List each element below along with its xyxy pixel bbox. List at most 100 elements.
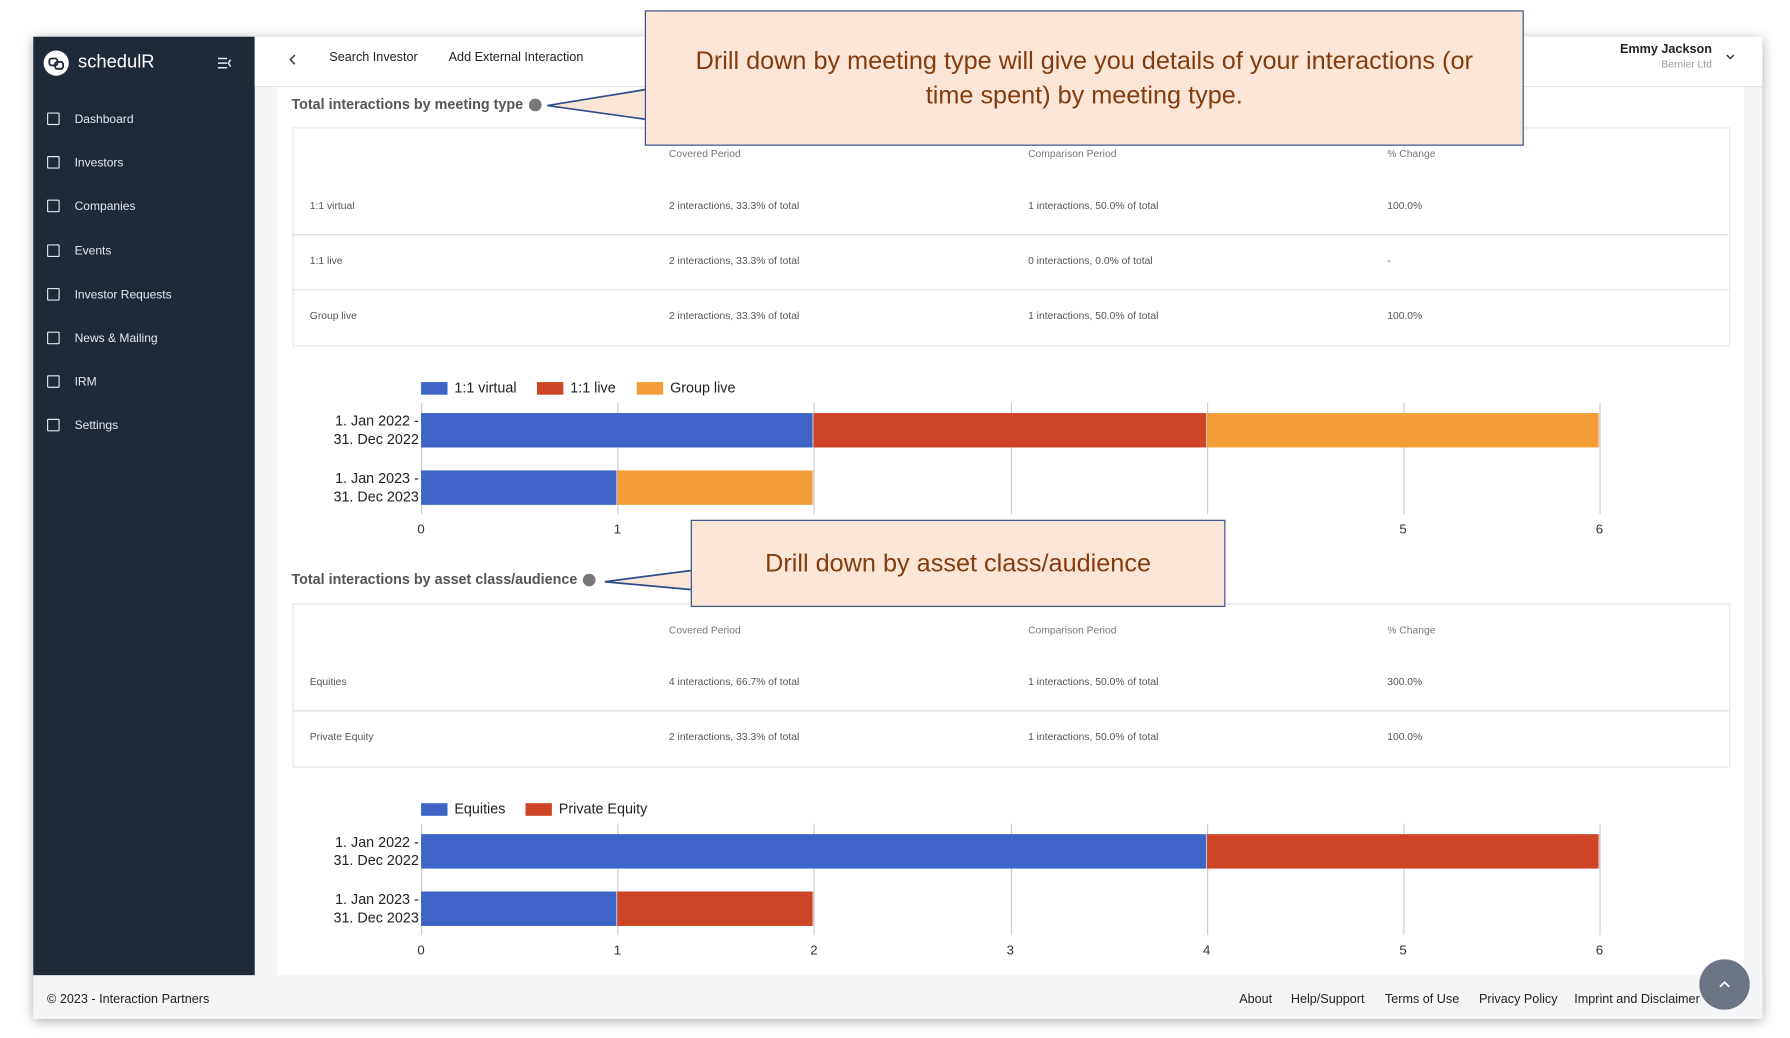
table-header: Covered Period bbox=[668, 624, 741, 636]
grid-line bbox=[1010, 823, 1012, 936]
table-cell: Equities bbox=[309, 675, 347, 688]
footer bbox=[33, 975, 1763, 1019]
table-cell: Private Equity bbox=[309, 730, 374, 743]
y-tick-label: 1. Jan 2022 - 31. Dec 2022 bbox=[333, 834, 419, 869]
nav-item[interactable]: Settings bbox=[74, 419, 119, 434]
table-cell: 1:1 live bbox=[309, 254, 343, 267]
x-tick-label: 6 bbox=[1595, 944, 1604, 959]
grid-line bbox=[1403, 823, 1405, 936]
grid-line bbox=[1599, 823, 1601, 936]
grid-line bbox=[1599, 402, 1601, 515]
table-cell: 2 interactions, 33.3% of total bbox=[668, 254, 800, 267]
x-tick-label: 1 bbox=[613, 944, 622, 959]
nav-icon bbox=[47, 287, 60, 301]
grid-line bbox=[813, 823, 816, 936]
nav-icon bbox=[47, 375, 60, 389]
nav-item[interactable]: Companies bbox=[74, 200, 136, 214]
nav-icon bbox=[47, 200, 60, 213]
grid-line bbox=[617, 823, 619, 936]
table-cell: - bbox=[1387, 254, 1391, 267]
legend-label: Equities bbox=[454, 800, 506, 817]
table-cell: 1 interactions, 50.0% of total bbox=[1028, 309, 1159, 322]
nav-icon bbox=[47, 112, 60, 126]
nav-item[interactable]: IRM bbox=[74, 375, 97, 390]
grid-line bbox=[813, 402, 816, 515]
data-table bbox=[292, 603, 1731, 768]
y-tick-label: 1. Jan 2023 - 31. Dec 2023 bbox=[333, 470, 419, 505]
nav-item[interactable]: News & Mailing bbox=[74, 331, 158, 346]
table-cell: 4 interactions, 66.7% of total bbox=[668, 675, 800, 688]
nav-item[interactable]: Events bbox=[74, 243, 112, 258]
nav-item[interactable]: Dashboard bbox=[74, 112, 134, 127]
footer-link[interactable]: About bbox=[1239, 992, 1273, 1007]
footer-link[interactable]: Privacy Policy bbox=[1478, 992, 1558, 1007]
grid-line bbox=[421, 402, 423, 515]
collapse-icon[interactable] bbox=[217, 56, 233, 70]
table-cell: 1 interactions, 50.0% of total bbox=[1028, 199, 1159, 212]
table-header: Covered Period bbox=[668, 148, 741, 160]
x-tick-label: 3 bbox=[1006, 944, 1014, 959]
callout: Drill down by asset class/audience bbox=[690, 519, 1226, 607]
nav-item[interactable]: Investors bbox=[74, 156, 124, 171]
info-icon bbox=[528, 98, 542, 112]
x-tick-label: 6 bbox=[1595, 523, 1604, 537]
table-header: % Change bbox=[1387, 624, 1436, 636]
legend-label: Private Equity bbox=[558, 800, 648, 817]
table-cell: 2 interactions, 33.3% of total bbox=[668, 730, 800, 743]
user-name[interactable]: Emmy Jackson bbox=[1620, 42, 1712, 57]
bar-segment bbox=[421, 834, 1207, 869]
back-icon[interactable] bbox=[287, 53, 298, 67]
row-divider bbox=[292, 234, 1730, 236]
nav-icon bbox=[47, 156, 60, 169]
nav-item[interactable]: Investor Requests bbox=[74, 287, 172, 302]
y-tick-label: 1. Jan 2023 - 31. Dec 2023 bbox=[333, 891, 419, 926]
footer-link[interactable]: Imprint and Disclaimer bbox=[1574, 992, 1700, 1007]
table-cell: 1:1 virtual bbox=[309, 199, 355, 212]
x-tick-label: 5 bbox=[1399, 944, 1407, 959]
scroll-top-button[interactable] bbox=[1699, 959, 1750, 1010]
section-title: Total interactions by asset class/audien… bbox=[291, 571, 578, 588]
top-link[interactable]: Add External Interaction bbox=[448, 50, 584, 65]
grid-line bbox=[421, 823, 423, 936]
grid-line bbox=[1206, 402, 1208, 515]
bar-segment bbox=[617, 891, 814, 926]
x-tick-label: 4 bbox=[1202, 944, 1211, 959]
x-tick-label: 0 bbox=[417, 523, 425, 537]
row-divider bbox=[292, 710, 1730, 712]
x-tick-label: 0 bbox=[417, 944, 425, 959]
top-link[interactable]: Search Investor bbox=[329, 50, 418, 65]
table-cell: 300.0% bbox=[1387, 675, 1423, 688]
grid-line bbox=[1206, 823, 1208, 936]
y-tick-label: 1. Jan 2022 - 31. Dec 2022 bbox=[333, 413, 419, 448]
table-cell: 100.0% bbox=[1387, 730, 1423, 743]
copyright: © 2023 - Interaction Partners bbox=[47, 992, 210, 1007]
bar-segment bbox=[813, 413, 1207, 448]
footer-link[interactable]: Terms of Use bbox=[1384, 992, 1460, 1007]
user-company: Bernier Ltd bbox=[1661, 58, 1712, 70]
table-header: % Change bbox=[1387, 148, 1436, 160]
nav-icon bbox=[47, 419, 60, 432]
callout: Drill down by meeting type will give you… bbox=[644, 10, 1524, 146]
bar-segment bbox=[421, 470, 618, 505]
row-divider bbox=[292, 289, 1730, 291]
nav-icon bbox=[47, 331, 60, 345]
table-cell: 100.0% bbox=[1387, 309, 1423, 322]
legend-swatch bbox=[525, 803, 552, 816]
user-menu-icon[interactable] bbox=[1725, 48, 1736, 60]
info-icon bbox=[582, 573, 596, 587]
section-title: Total interactions by meeting type bbox=[291, 96, 524, 113]
table-cell: Group live bbox=[309, 309, 357, 322]
bar-segment bbox=[421, 891, 618, 926]
table-cell: 1 interactions, 50.0% of total bbox=[1028, 675, 1159, 688]
footer-link[interactable]: Help/Support bbox=[1290, 992, 1365, 1007]
brand: schedulR bbox=[78, 52, 155, 73]
data-table bbox=[292, 127, 1731, 347]
logo-icon bbox=[43, 50, 69, 76]
x-tick-label: 1 bbox=[613, 523, 622, 537]
legend-label: Group live bbox=[670, 379, 736, 396]
bar-segment bbox=[1206, 834, 1600, 869]
legend-label: 1:1 live bbox=[570, 379, 616, 396]
x-tick-label: 5 bbox=[1399, 523, 1407, 537]
grid-line bbox=[617, 402, 619, 515]
